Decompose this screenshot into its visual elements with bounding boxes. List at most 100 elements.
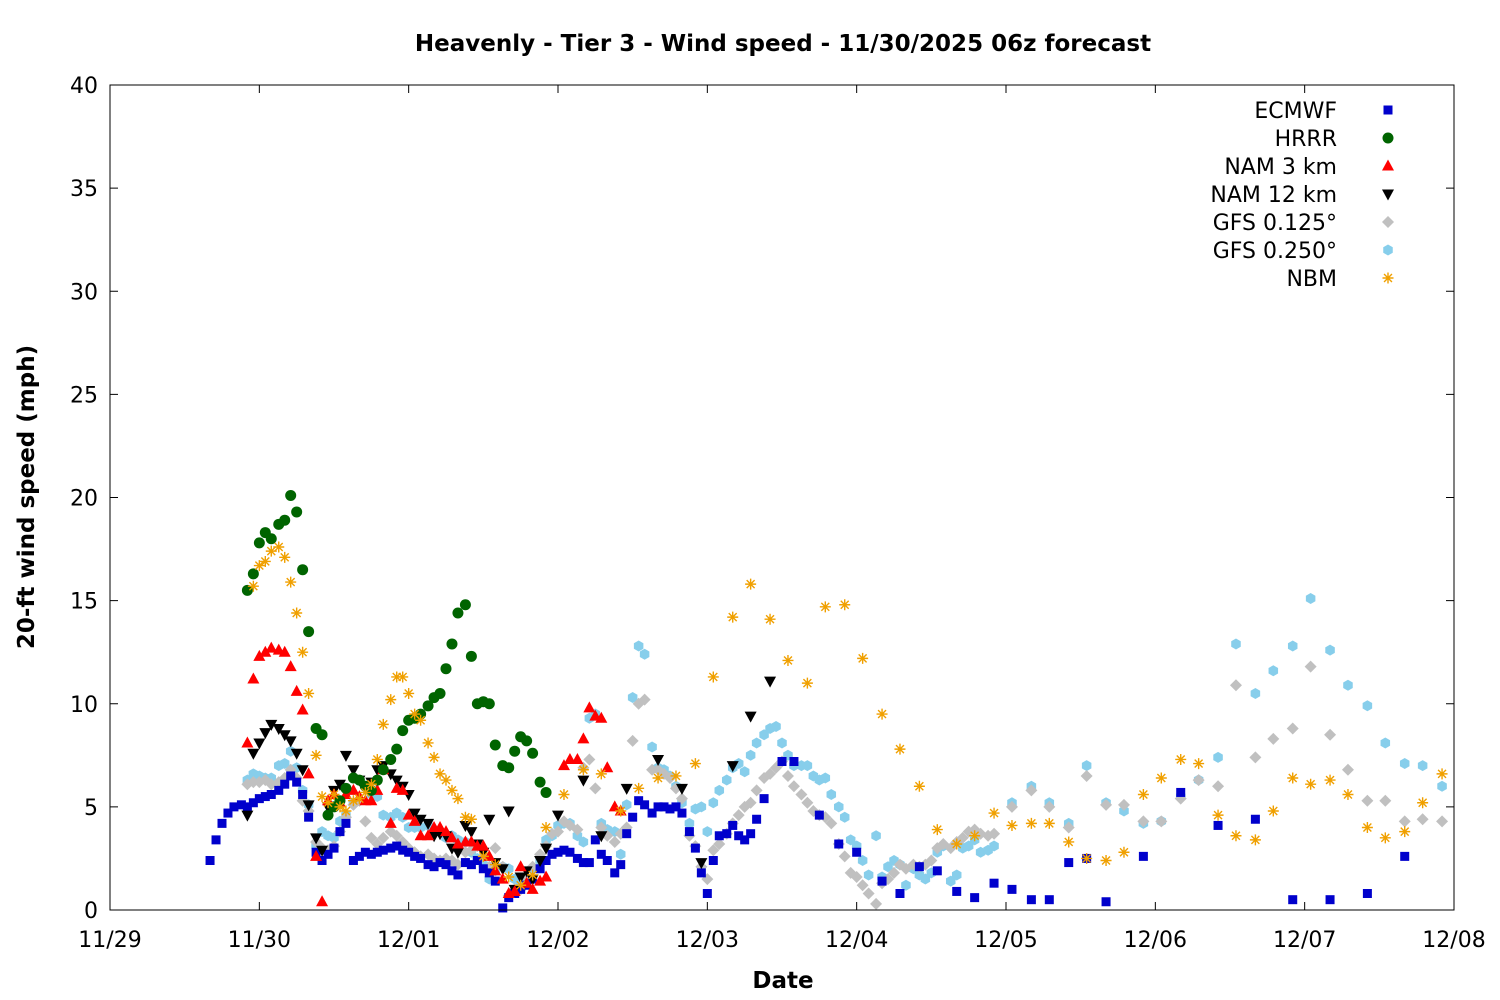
data-point — [652, 754, 665, 766]
data-point — [1005, 800, 1018, 813]
data-point — [386, 843, 396, 853]
data-point — [272, 724, 285, 735]
data-point — [496, 864, 509, 876]
data-point — [259, 555, 271, 567]
data-point — [303, 626, 315, 638]
legend-marker — [1382, 132, 1394, 144]
data-point — [402, 808, 415, 820]
data-point — [1416, 813, 1429, 826]
data-point — [397, 671, 409, 683]
data-point — [877, 876, 887, 886]
legend-label: NAM 12 km — [1210, 183, 1337, 208]
data-point — [1213, 751, 1223, 763]
data-point — [514, 860, 527, 872]
data-point — [744, 796, 757, 809]
data-point — [440, 774, 452, 786]
data-point — [944, 842, 957, 855]
data-point — [595, 768, 607, 780]
data-point — [1062, 821, 1075, 834]
data-point — [297, 646, 309, 658]
data-point — [652, 772, 664, 784]
data-point — [205, 856, 215, 865]
data-point — [265, 719, 278, 731]
data-point — [696, 868, 706, 878]
data-point — [460, 858, 470, 868]
data-point — [801, 796, 814, 809]
data-point — [353, 793, 365, 805]
data-point — [739, 766, 750, 778]
data-point — [1155, 815, 1168, 828]
data-point — [1080, 769, 1093, 782]
data-point — [671, 802, 681, 812]
data-point — [316, 895, 329, 907]
data-point — [1325, 644, 1335, 656]
data-point — [465, 813, 477, 825]
legend-marker — [1382, 189, 1394, 201]
data-point — [895, 889, 905, 898]
data-point — [989, 878, 999, 888]
data-point — [241, 584, 253, 596]
data-point — [265, 533, 277, 545]
data-point — [627, 692, 638, 704]
data-point — [440, 663, 452, 675]
data-point — [951, 838, 963, 850]
data-point — [371, 774, 383, 786]
data-point — [871, 830, 881, 842]
data-point — [404, 847, 414, 857]
data-point — [839, 811, 850, 823]
data-point — [1342, 789, 1354, 800]
data-point — [578, 858, 588, 868]
data-point — [945, 875, 956, 887]
data-point — [1212, 809, 1224, 821]
data-point — [285, 576, 297, 588]
data-point — [392, 841, 402, 851]
data-point — [217, 818, 227, 828]
data-point — [728, 820, 738, 830]
data-point — [254, 794, 264, 804]
data-point — [527, 747, 539, 759]
data-point — [408, 814, 421, 826]
data-point — [571, 823, 584, 836]
data-point — [377, 718, 389, 730]
x-tick-label: 12/05 — [974, 928, 1037, 953]
data-point — [296, 703, 309, 715]
axis-ticks: 0 5 10 15 20 25 30 35 40 11/29 11/30 12/01 12/02 12/0… — [70, 74, 1486, 953]
data-point — [845, 834, 856, 846]
data-point — [951, 869, 962, 881]
legend-label: ECMWF — [1254, 99, 1337, 124]
data-point — [1324, 774, 1336, 786]
legend-label: HRRR — [1275, 127, 1337, 152]
series-ecmwf — [205, 757, 1410, 913]
data-point — [310, 833, 323, 845]
data-point — [595, 831, 608, 843]
data-point — [759, 729, 769, 741]
data-point — [577, 775, 590, 787]
data-point — [653, 802, 663, 812]
data-point — [278, 730, 291, 742]
data-point — [863, 869, 874, 881]
data-point — [1212, 780, 1225, 793]
data-point — [963, 840, 974, 852]
data-point — [901, 879, 911, 891]
data-point — [236, 800, 246, 810]
data-point — [534, 874, 547, 886]
data-point — [850, 871, 863, 883]
data-point — [415, 714, 427, 726]
data-point — [1304, 660, 1317, 673]
data-point — [814, 810, 824, 820]
data-point — [1268, 665, 1279, 677]
data-point — [1361, 822, 1373, 833]
data-point — [297, 564, 309, 576]
data-point — [1025, 784, 1038, 797]
data-point — [515, 879, 527, 891]
data-point — [552, 810, 564, 822]
data-point — [514, 872, 527, 884]
y-tick-label: 15 — [70, 590, 98, 615]
data-point — [615, 848, 626, 860]
data-point — [279, 514, 291, 526]
data-point — [970, 893, 980, 903]
legend: ECMWF HRRR NAM 3 km NAM 12 km GFS 0.125° GFS … — [1210, 99, 1394, 292]
data-point — [1081, 760, 1092, 772]
data-point — [856, 879, 869, 892]
